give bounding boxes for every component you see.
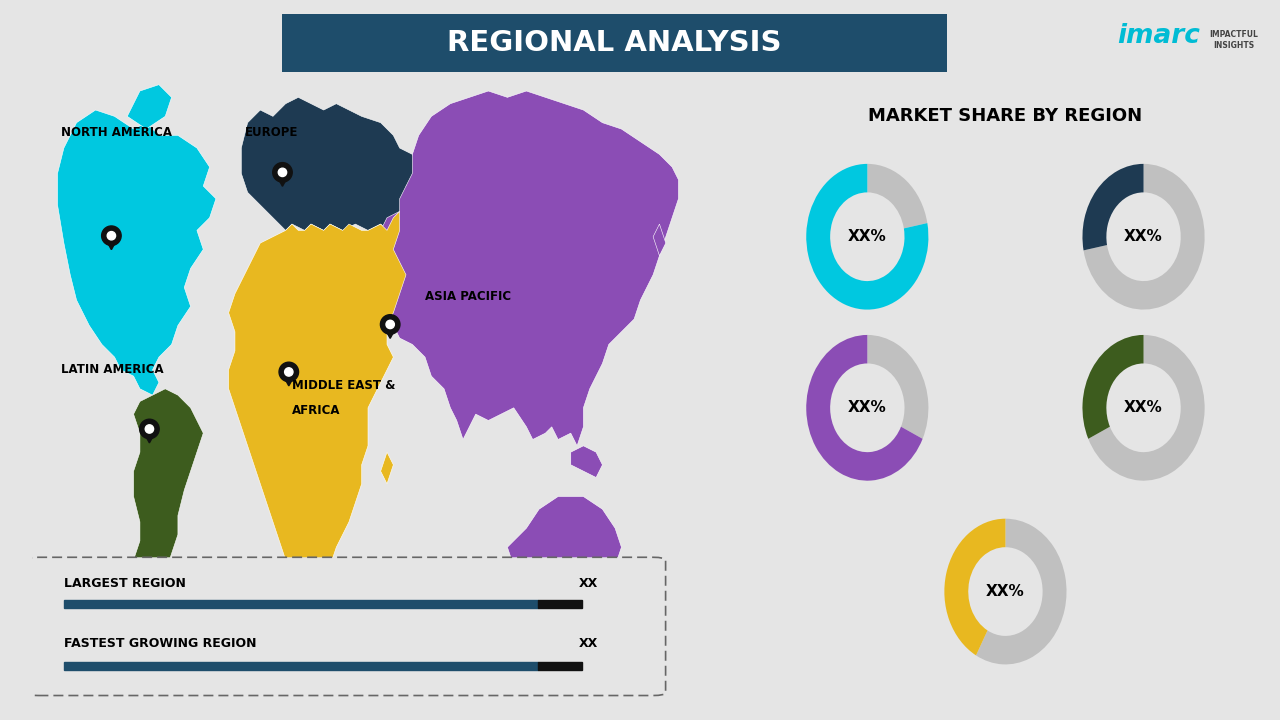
Text: XX%: XX%	[1124, 229, 1164, 244]
Polygon shape	[104, 235, 119, 250]
Text: imarc: imarc	[1117, 23, 1201, 49]
Polygon shape	[640, 560, 653, 585]
Text: XX%: XX%	[986, 584, 1025, 599]
Text: XX: XX	[579, 577, 599, 590]
Circle shape	[145, 425, 154, 433]
Bar	[64, 662, 538, 670]
Wedge shape	[806, 335, 923, 481]
Polygon shape	[127, 389, 204, 649]
Circle shape	[284, 368, 293, 376]
Polygon shape	[58, 110, 216, 395]
FancyBboxPatch shape	[26, 557, 666, 696]
Wedge shape	[868, 164, 927, 228]
Polygon shape	[275, 172, 291, 186]
Text: LARGEST REGION: LARGEST REGION	[64, 577, 186, 590]
Polygon shape	[241, 97, 419, 230]
Wedge shape	[1083, 164, 1143, 251]
Text: REGIONAL ANALYSIS: REGIONAL ANALYSIS	[447, 30, 782, 57]
Polygon shape	[380, 91, 678, 446]
Circle shape	[380, 315, 399, 334]
Circle shape	[278, 168, 287, 176]
Text: EUROPE: EUROPE	[244, 125, 298, 138]
Bar	[538, 662, 582, 670]
Wedge shape	[806, 164, 928, 310]
Wedge shape	[1083, 335, 1143, 438]
Circle shape	[279, 362, 298, 382]
Wedge shape	[945, 518, 1006, 655]
Polygon shape	[229, 212, 406, 604]
Wedge shape	[1084, 164, 1204, 310]
Circle shape	[108, 232, 115, 240]
Text: MIDDLE EAST &: MIDDLE EAST &	[292, 379, 396, 392]
Text: FASTEST GROWING REGION: FASTEST GROWING REGION	[64, 637, 256, 650]
Wedge shape	[1088, 335, 1204, 481]
Bar	[538, 600, 582, 608]
Polygon shape	[571, 446, 603, 477]
Text: ASIA PACIFIC: ASIA PACIFIC	[425, 290, 511, 303]
Text: MARKET SHARE BY REGION: MARKET SHARE BY REGION	[868, 107, 1143, 125]
Circle shape	[387, 320, 394, 328]
Text: LATIN AMERICA: LATIN AMERICA	[60, 363, 164, 376]
Polygon shape	[282, 372, 297, 386]
Circle shape	[273, 163, 292, 182]
Bar	[64, 600, 538, 608]
Text: XX%: XX%	[1124, 400, 1164, 415]
Wedge shape	[977, 518, 1066, 665]
Text: XX%: XX%	[847, 229, 887, 244]
Polygon shape	[507, 497, 622, 604]
Text: IMPACTFUL
INSIGHTS: IMPACTFUL INSIGHTS	[1210, 30, 1258, 50]
Text: NORTH AMERICA: NORTH AMERICA	[60, 125, 172, 138]
Text: XX%: XX%	[847, 400, 887, 415]
Polygon shape	[380, 452, 393, 484]
Polygon shape	[127, 85, 172, 129]
Polygon shape	[383, 325, 398, 338]
Text: XX: XX	[579, 637, 599, 650]
Text: AFRICA: AFRICA	[292, 405, 340, 418]
Circle shape	[140, 419, 159, 438]
Circle shape	[101, 226, 122, 246]
Polygon shape	[653, 224, 666, 256]
Wedge shape	[868, 335, 928, 438]
Polygon shape	[142, 429, 157, 443]
